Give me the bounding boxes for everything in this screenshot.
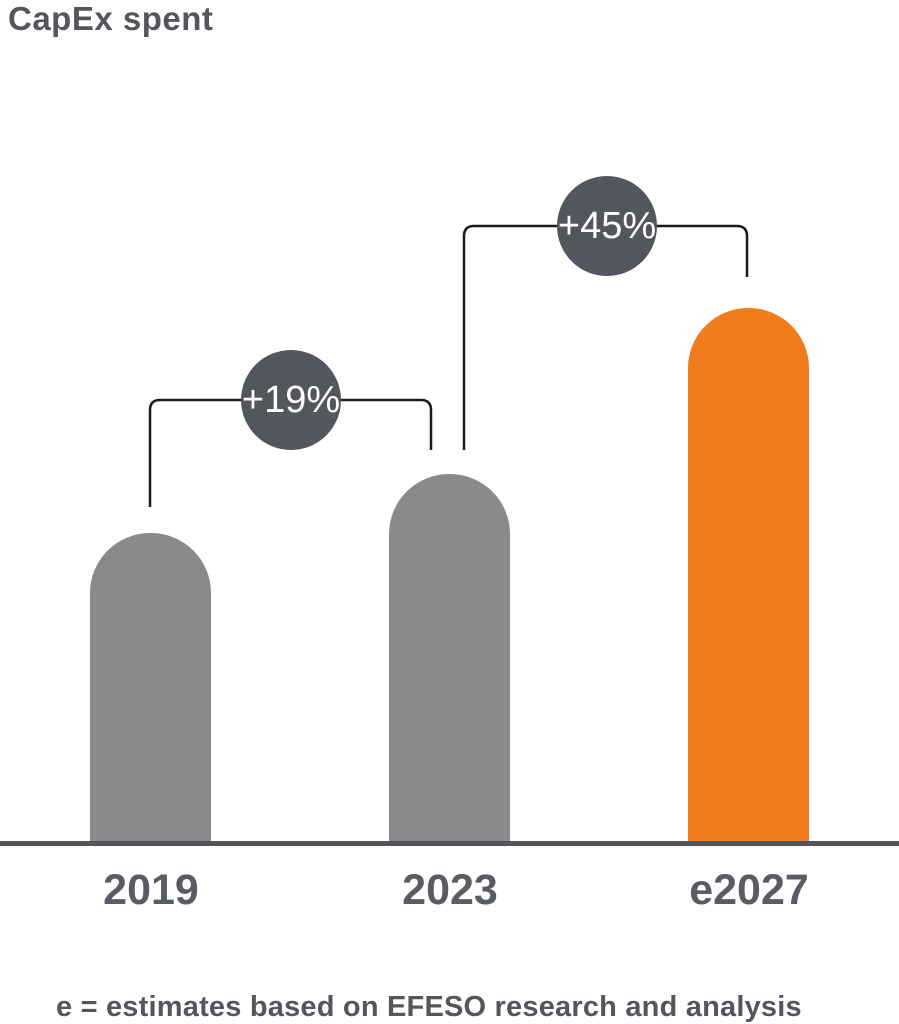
growth-badge-2023-2027: +45% xyxy=(557,176,657,276)
bar-2019 xyxy=(90,533,211,841)
growth-badge-label: +19% xyxy=(241,378,341,421)
growth-badge-label: +45% xyxy=(557,204,657,247)
x-axis-line xyxy=(0,841,899,846)
chart-title: CapEx spent xyxy=(8,0,214,37)
growth-badge-2019-2023: +19% xyxy=(241,350,341,450)
x-tick-label-2023: 2023 xyxy=(402,866,498,914)
bar-e2027 xyxy=(688,308,809,841)
estimates-footnote: e = estimates based on EFESO research an… xyxy=(56,991,802,1023)
bar-2023 xyxy=(389,474,510,841)
x-tick-label-e2027: e2027 xyxy=(689,866,809,914)
x-tick-label-2019: 2019 xyxy=(103,866,199,914)
